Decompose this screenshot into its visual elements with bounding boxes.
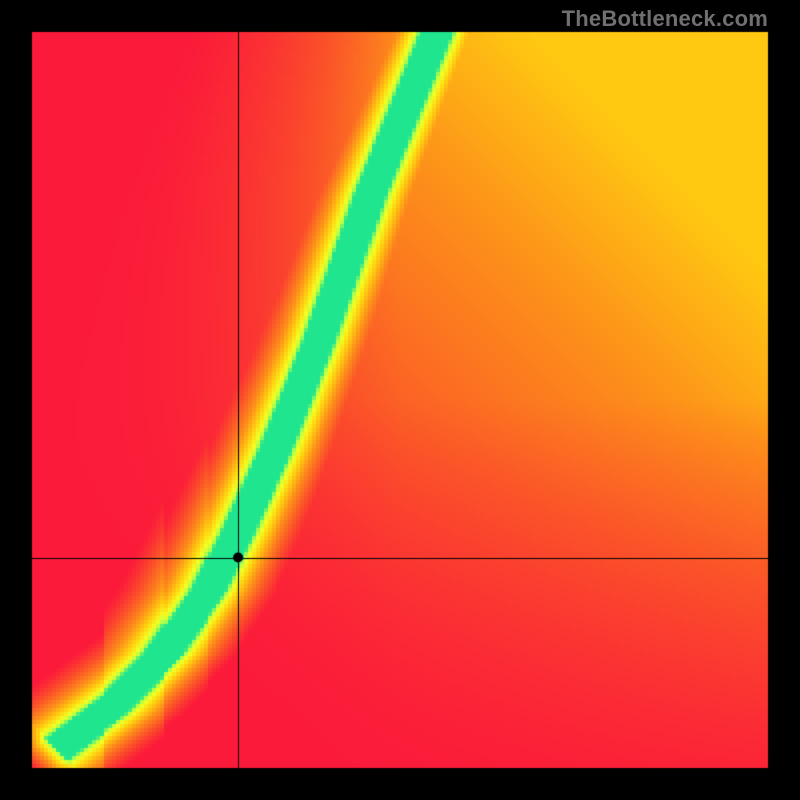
bottleneck-heatmap (0, 0, 800, 800)
chart-container: { "canvas": { "width": 800, "height": 80… (0, 0, 800, 800)
watermark-text: TheBottleneck.com (562, 6, 768, 32)
